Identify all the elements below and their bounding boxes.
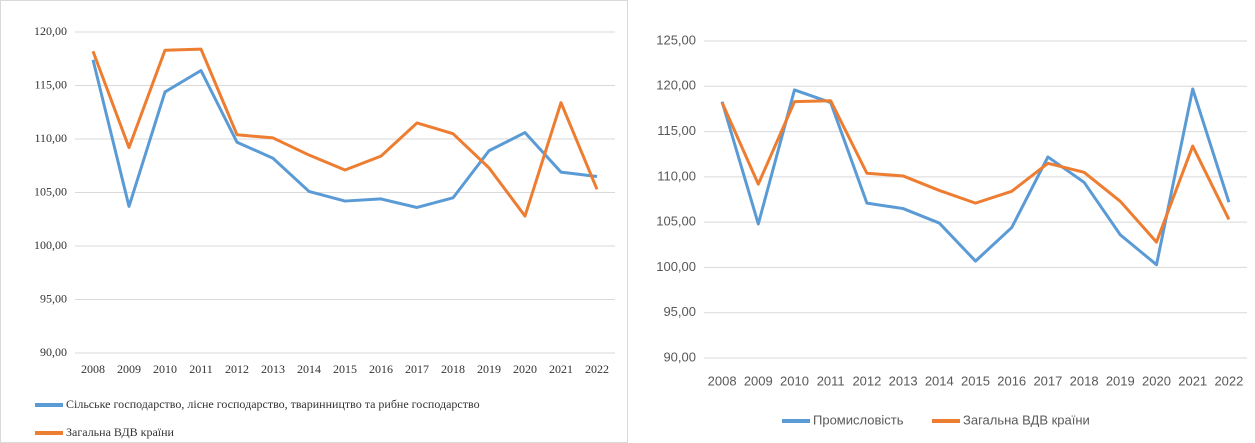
series-line xyxy=(720,87,1231,267)
x-tick-label: 2013 xyxy=(889,373,918,388)
x-tick-label: 2009 xyxy=(744,373,773,388)
x-tick-label: 2019 xyxy=(1106,373,1135,388)
series-line xyxy=(91,59,598,209)
x-tick-label: 2013 xyxy=(261,362,285,376)
y-tick-label: 95,00 xyxy=(663,304,696,319)
chart-left: 90,00 95,00 100,00 105,00 110,00 115,00 120,00… xyxy=(0,0,628,443)
legend-label: Загальна ВДВ країни xyxy=(963,412,1090,427)
y-tick-label: 105,00 xyxy=(34,184,67,198)
x-tick-label: 2022 xyxy=(1214,373,1243,388)
x-tick-label: 2014 xyxy=(297,362,321,376)
y-tick-label: 125,00 xyxy=(656,32,696,47)
y-tick-label: 110,00 xyxy=(34,131,67,145)
y-tick-label: 90,00 xyxy=(40,345,67,359)
series-line xyxy=(91,47,599,218)
x-tick-label: 2015 xyxy=(333,362,357,376)
x-tick-label: 2020 xyxy=(513,362,537,376)
x-tick-label: 2008 xyxy=(708,373,737,388)
x-tick-label: 2009 xyxy=(117,362,141,376)
x-tick-label: 2010 xyxy=(153,362,177,376)
y-tick-label: 120,00 xyxy=(656,78,696,93)
x-tick-label: 2021 xyxy=(549,362,573,376)
series-line xyxy=(720,99,1231,244)
y-tick-label: 105,00 xyxy=(656,214,696,229)
y-tick-label: 115,00 xyxy=(34,77,67,91)
y-tick-label: 115,00 xyxy=(657,123,696,138)
legend-label: Загальна ВДВ країни xyxy=(66,425,175,439)
x-tick-label: 2010 xyxy=(780,373,809,388)
legend-label: Сільське господарство, лісне господарств… xyxy=(66,397,480,411)
legend-label: Промисловість xyxy=(813,412,904,427)
x-tick-label: 2008 xyxy=(81,362,105,376)
y-tick-label: 110,00 xyxy=(657,168,696,183)
x-tick-label: 2018 xyxy=(1070,373,1099,388)
y-tick-label: 90,00 xyxy=(663,349,696,364)
x-tick-label: 2017 xyxy=(1033,373,1062,388)
y-tick-label: 95,00 xyxy=(40,291,67,305)
x-tick-label: 2011 xyxy=(817,373,845,388)
x-tick-label: 2016 xyxy=(997,373,1026,388)
x-tick-label: 2011 xyxy=(189,362,213,376)
x-tick-label: 2021 xyxy=(1178,373,1207,388)
x-tick-label: 2012 xyxy=(852,373,881,388)
chart-right: 90,00 95,00 100,00 105,00 110,00 115,00 120,00… xyxy=(656,32,1247,427)
x-tick-label: 2022 xyxy=(585,362,609,376)
x-tick-label: 2015 xyxy=(961,373,990,388)
y-tick-label: 120,00 xyxy=(34,24,67,38)
x-tick-label: 2020 xyxy=(1142,373,1171,388)
y-tick-label: 100,00 xyxy=(656,259,696,274)
x-tick-label: 2019 xyxy=(477,362,501,376)
x-tick-label: 2016 xyxy=(369,362,393,376)
x-tick-label: 2017 xyxy=(405,362,429,376)
x-tick-label: 2018 xyxy=(441,362,465,376)
x-tick-label: 2014 xyxy=(925,373,954,388)
x-tick-label: 2012 xyxy=(225,362,249,376)
y-tick-label: 100,00 xyxy=(34,238,67,252)
